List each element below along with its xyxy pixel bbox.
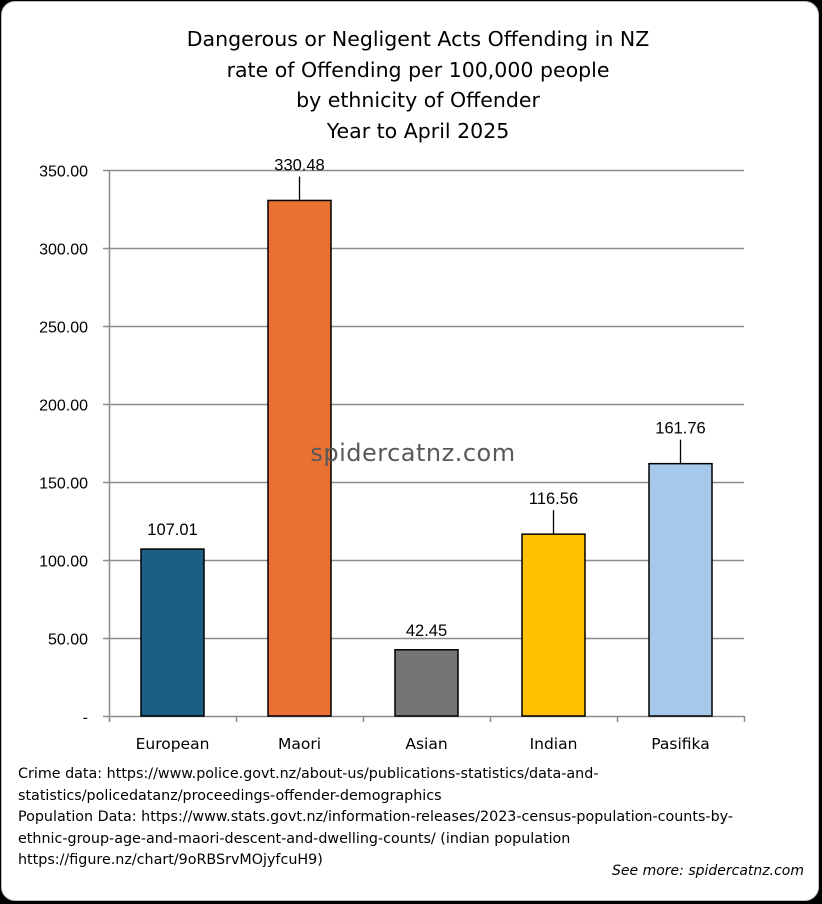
- bar-indian: [521, 533, 586, 717]
- y-axis-ticks: - 50.00 100.00 150.00 200.00 250.00 300.00 350.…: [39, 164, 109, 727]
- bars: [140, 199, 713, 717]
- source-notes: Crime data: https://www.police.govt.nz/a…: [18, 764, 818, 872]
- bar-chart: - 50.00 100.00 150.00 200.00 250.00 300.00 350.…: [39, 156, 746, 753]
- label-leaders: [298, 176, 682, 535]
- chart-title: Dangerous or Negligent Acts Offending in…: [2, 24, 818, 146]
- watermark: spidercatnz.com: [310, 439, 515, 467]
- title-line-1: Dangerous or Negligent Acts Offending in…: [186, 27, 650, 51]
- data-label: 116.56: [529, 490, 578, 508]
- y-tick-label: 300.00: [39, 242, 88, 259]
- bar-asian: [394, 649, 459, 717]
- y-tick-label: 200.00: [39, 398, 88, 415]
- source-line-1: Crime data: https://www.police.govt.nz/a…: [18, 766, 599, 782]
- x-category-label: Asian: [405, 735, 447, 753]
- y-tick-label: 100.00: [39, 554, 88, 571]
- y-tick-label: -: [83, 710, 88, 727]
- y-tick-label: 350.00: [39, 164, 88, 181]
- data-labels: 107.01 330.48 42.45 116.56 161.76: [147, 156, 705, 639]
- data-label: 107.01: [147, 521, 197, 539]
- x-category-label: Indian: [530, 735, 578, 753]
- y-tick-label: 250.00: [39, 320, 88, 337]
- bar-maori: [267, 199, 332, 717]
- data-label: 330.48: [274, 156, 324, 174]
- y-tick-label: 150.00: [39, 476, 88, 493]
- bar-european: [140, 548, 205, 717]
- bar-pasifika: [648, 462, 713, 717]
- see-more-link[interactable]: See more: spidercatnz.com: [612, 863, 804, 879]
- x-category-label: Maori: [278, 735, 321, 753]
- x-category-label: Pasifika: [651, 735, 710, 753]
- y-tick-label: 50.00: [48, 632, 88, 649]
- x-axis-categories: European Maori Asian Indian Pasifika: [136, 735, 710, 753]
- data-label: 42.45: [406, 622, 447, 640]
- title-line-3: by ethnicity of Offender: [296, 88, 540, 112]
- source-line-5: https://figure.nz/chart/9oRBSrvMOjyfcuH9…: [18, 852, 323, 868]
- source-line-3: Population Data: https://www.stats.govt.…: [18, 809, 734, 825]
- data-label: 161.76: [655, 420, 705, 438]
- gridlines: [108, 169, 746, 722]
- source-line-2: statistics/policedatanz/proceedings-offe…: [18, 787, 442, 804]
- source-line-4: ethnic-group-age-and-maori-descent-and-d…: [18, 830, 571, 847]
- x-category-label: European: [136, 735, 210, 753]
- title-line-2: rate of Offending per 100,000 people: [226, 57, 610, 82]
- title-line-4: Year to April 2025: [326, 118, 510, 143]
